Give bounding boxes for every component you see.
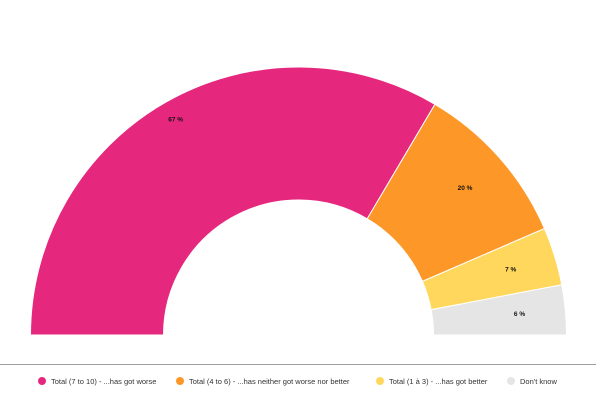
legend-item-3[interactable]: Total (1 à 3) - ...has got better bbox=[376, 374, 487, 388]
legend-item-1[interactable]: Total (7 to 10) - ...has got worse bbox=[38, 374, 156, 388]
legend-marker bbox=[507, 377, 515, 385]
slice-4-data-label: 6 % bbox=[514, 311, 525, 318]
slice-1-data-label: 67 % bbox=[168, 117, 183, 124]
legend-divider bbox=[0, 364, 596, 365]
legend-item-4[interactable]: Don't know bbox=[507, 374, 557, 388]
legend-label: Don't know bbox=[520, 376, 557, 386]
slice-1 bbox=[29, 66, 436, 336]
legend-marker bbox=[38, 377, 46, 385]
legend-marker bbox=[376, 377, 384, 385]
slice-4 bbox=[430, 284, 568, 336]
slice-2-data-label: 20 % bbox=[458, 185, 473, 192]
chart-legend: Total (7 to 10) - ...has got worse Total … bbox=[0, 374, 596, 388]
legend-label: Total (4 to 6) - ...has neither got wors… bbox=[189, 376, 350, 386]
legend-marker bbox=[176, 377, 184, 385]
legend-label: Total (1 à 3) - ...has got better bbox=[389, 376, 488, 386]
legend-item-2[interactable]: Total (4 to 6) - ...has neither got wors… bbox=[176, 374, 350, 388]
slice-3-data-label: 7 % bbox=[505, 267, 516, 274]
legend-label: Total (7 to 10) - ...has got worse bbox=[51, 376, 157, 386]
